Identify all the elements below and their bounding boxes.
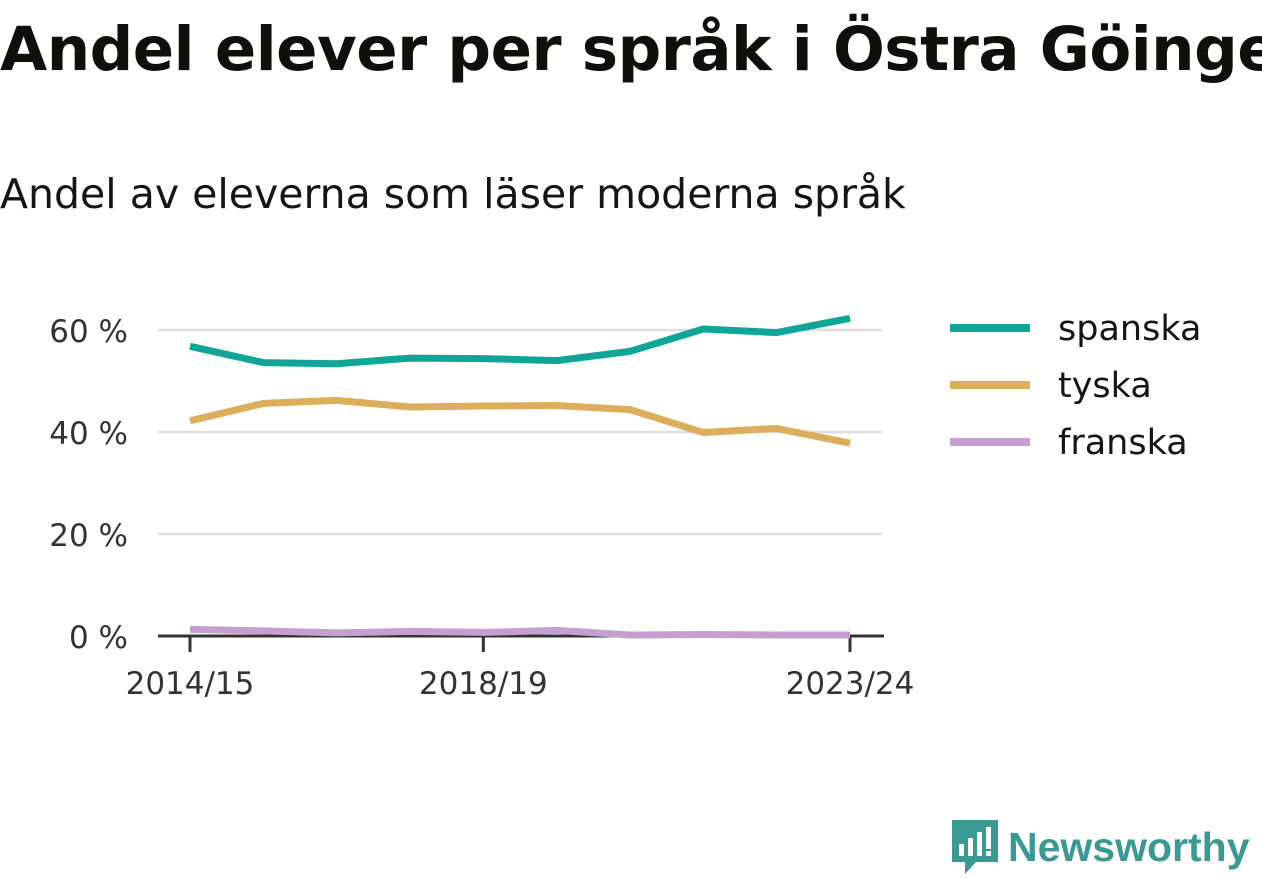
legend-label-franska: franska [1058,423,1188,463]
series-line-spanska [189,314,851,368]
chart-title: Andel elever per språk i Östra Göinge [0,14,1262,85]
y-tick-label: 20 % [49,518,128,554]
series-lines [189,314,851,639]
brand-name: Newsworthy [1008,823,1250,870]
y-tick-label: 60 % [49,314,128,350]
legend-label-spanska: spanska [1058,309,1201,349]
chart-subtitle: Andel av eleverna som läser moderna språ… [0,170,906,218]
x-tick-label: 2018/19 [419,666,548,702]
y-axis: 0 % 20 % 40 % 60 % [49,314,128,656]
series-line-tyska [189,396,851,447]
legend: spanska tyska franska [950,309,1201,463]
y-tick-label: 40 % [49,416,128,452]
newsworthy-logo: Newsworthy [950,818,1250,876]
series-line-franska [189,625,850,639]
x-axis: 2014/15 2018/19 2023/24 [126,634,915,702]
chart-bubble-icon [952,820,998,874]
x-tick-label: 2014/15 [126,666,255,702]
x-tick-label: 2023/24 [786,666,915,702]
legend-label-tyska: tyska [1058,366,1152,406]
y-tick-label: 0 % [69,620,128,656]
